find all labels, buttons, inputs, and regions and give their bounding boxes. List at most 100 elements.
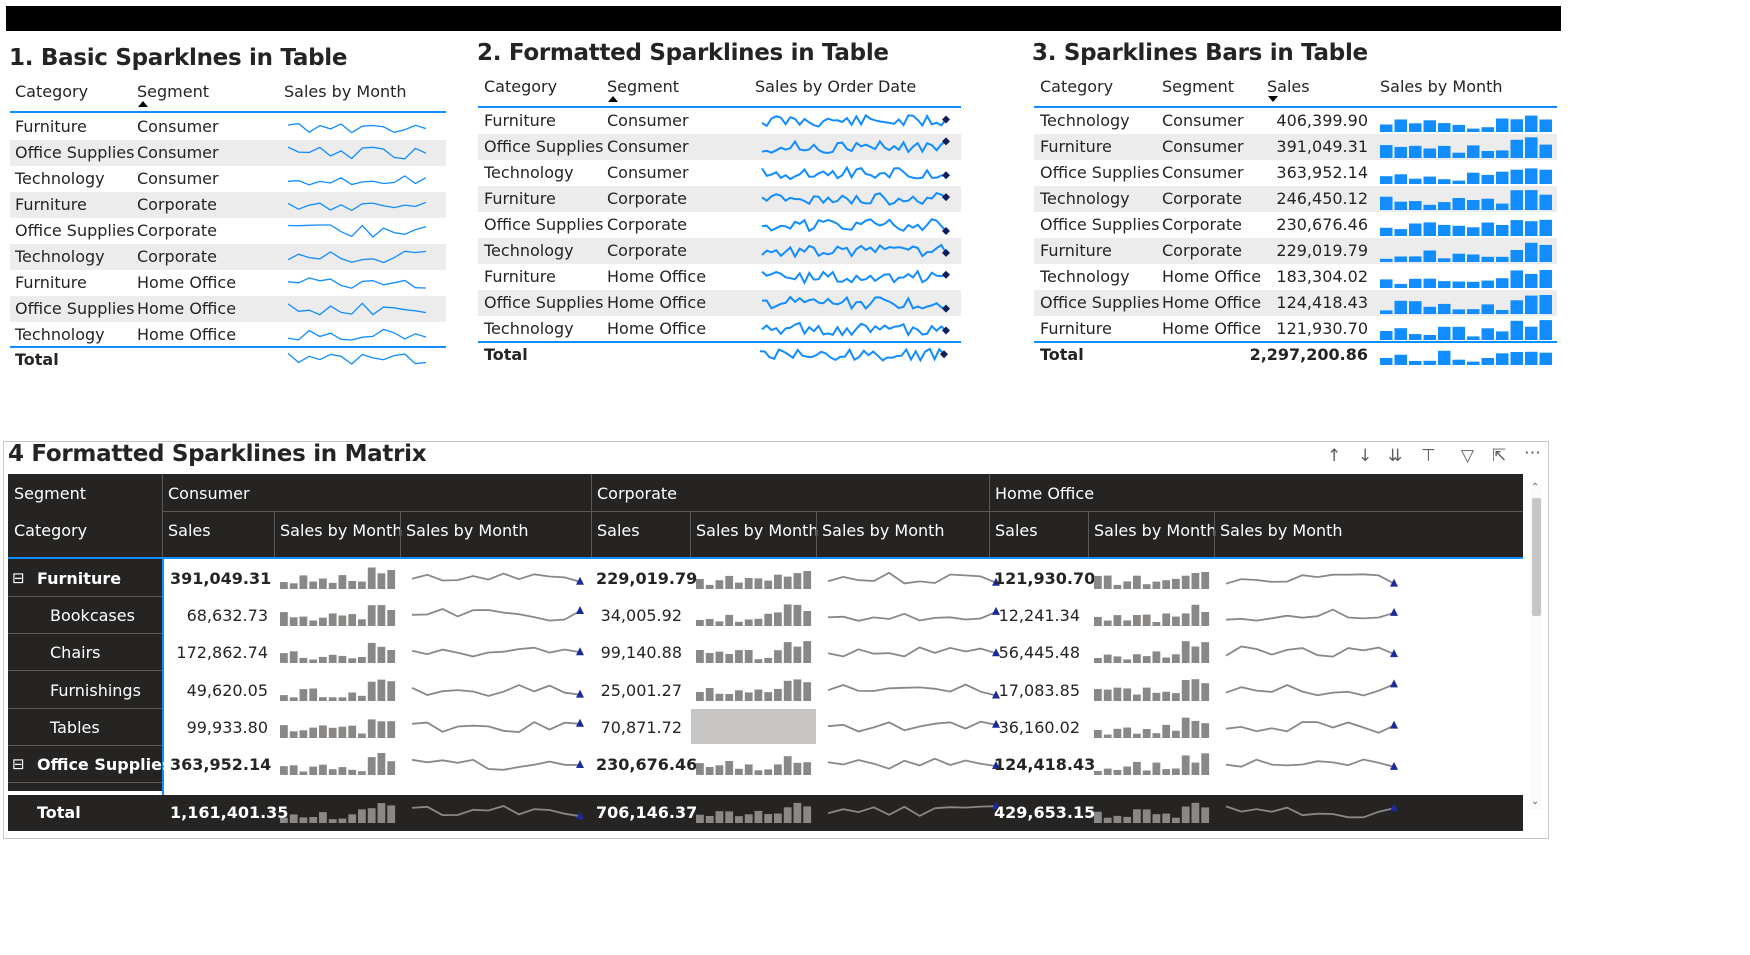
- total-divider: [1034, 341, 1557, 343]
- col-header-sales-by-month[interactable]: Sales by Month: [406, 521, 529, 540]
- sparkline-bar: [715, 651, 724, 664]
- scrollbar-thumb[interactable]: [1532, 498, 1541, 616]
- sparkline-path: [411, 572, 581, 583]
- sparkline-bar: [1496, 310, 1509, 314]
- sparkline-bar: [1510, 300, 1523, 314]
- sparkline: [761, 269, 950, 286]
- sparkline-path: [287, 250, 427, 264]
- col-header-sales[interactable]: Sales: [597, 521, 640, 540]
- sparkline-bar: [783, 604, 792, 627]
- sparkline-bars: [280, 719, 396, 738]
- sparkline-bar: [764, 580, 773, 589]
- col-header-sales[interactable]: Sales: [995, 521, 1038, 540]
- column-header-sales-by-order-date[interactable]: Sales by Order Date: [755, 77, 917, 96]
- total-sparkline: [827, 801, 1000, 817]
- sparkline-bars: [1094, 604, 1210, 627]
- col-header-sales-by-month[interactable]: Sales by Month: [280, 521, 403, 540]
- col-header-sales-by-month[interactable]: Sales by Month: [1220, 521, 1343, 540]
- sparkline-bar: [367, 808, 376, 823]
- sparkline-bar: [1162, 813, 1171, 823]
- collapse-icon[interactable]: ⊟: [12, 569, 25, 587]
- sparkline-bar: [1094, 688, 1102, 701]
- column-header-segment[interactable]: Segment: [137, 82, 209, 101]
- arrow-down-icon[interactable]: ↓: [1358, 446, 1373, 466]
- sparkline-bar: [783, 576, 792, 589]
- expand-hierarchy-icon[interactable]: ⊤: [1421, 446, 1436, 466]
- more-options-icon[interactable]: ⋯: [1524, 443, 1541, 463]
- arrow-up-icon[interactable]: ↑: [1327, 446, 1342, 466]
- sparkline-bar: [1394, 174, 1407, 184]
- column-header-sales[interactable]: Sales: [1267, 77, 1310, 96]
- sparkline-bar: [1525, 137, 1538, 158]
- sparkline-bar: [309, 817, 318, 823]
- column-header-segment[interactable]: Segment: [607, 77, 679, 96]
- focus-mode-icon[interactable]: ⇱: [1492, 446, 1507, 466]
- scroll-up-icon[interactable]: ⌃: [1531, 482, 1540, 493]
- sparkline-bar: [1394, 283, 1407, 288]
- sparkline-bar: [1162, 691, 1171, 701]
- cell-segment: Consumer: [137, 143, 219, 162]
- sparkline-bar: [1438, 224, 1451, 236]
- sparkline-bar: [1152, 581, 1161, 589]
- col-header-sales-by-month[interactable]: Sales by Month: [696, 521, 819, 540]
- sparkline-bar: [319, 657, 327, 664]
- column-separator: [690, 512, 691, 558]
- filter-icon[interactable]: ▽: [1461, 446, 1475, 466]
- segment-header-corporate[interactable]: Corporate: [597, 484, 677, 503]
- column-header-sales-by-month[interactable]: Sales by Month: [1380, 77, 1503, 96]
- sparkline-bar: [1438, 326, 1451, 340]
- sparkline-bar: [280, 766, 288, 775]
- sparkline-bar: [1481, 280, 1494, 288]
- column-header-category[interactable]: Category: [484, 77, 558, 96]
- sparkline-bar: [1409, 201, 1422, 210]
- segment-header-home-office[interactable]: Home Office: [995, 484, 1095, 503]
- cell-sales: 12,241.34: [998, 606, 1080, 626]
- sparkline-bar: [319, 617, 327, 627]
- scroll-down-icon[interactable]: ⌄: [1531, 796, 1540, 807]
- sparkline-bar: [338, 656, 347, 664]
- column-header-category[interactable]: Category: [1040, 77, 1114, 96]
- sparkline-bar: [1423, 120, 1436, 132]
- column-separator: [989, 474, 990, 558]
- double-arrow-down-icon[interactable]: ⇊: [1388, 446, 1403, 466]
- sparkline-bar: [309, 659, 318, 664]
- cell-segment: Home Office: [1162, 293, 1262, 312]
- sparkline-bar: [735, 689, 743, 701]
- column-header-sales-by-month[interactable]: Sales by Month: [284, 82, 407, 101]
- column-header-category[interactable]: Category: [15, 82, 89, 101]
- sparkline-bars: [1094, 678, 1210, 701]
- sparkline-bar: [338, 575, 347, 589]
- col-header-sales-by-month[interactable]: Sales by Month: [822, 521, 945, 540]
- segment-header-consumer[interactable]: Consumer: [168, 484, 250, 503]
- sparkline-path: [411, 647, 581, 658]
- sparkline: [827, 683, 1000, 699]
- col-header-sales-by-month[interactable]: Sales by Month: [1094, 521, 1217, 540]
- sparkline-bar: [319, 725, 327, 738]
- sparkline-bar: [1510, 169, 1523, 184]
- sparkline-bar: [1191, 573, 1200, 589]
- sparkline-bar: [367, 757, 376, 775]
- visual-selection-frame: [3, 441, 1549, 839]
- sparkline-bar: [1142, 614, 1151, 627]
- header-divider: [1034, 106, 1557, 108]
- total-divider: [478, 341, 961, 343]
- sparkline-bar: [783, 680, 792, 701]
- sparkline: [1225, 573, 1398, 587]
- sparkline-bar: [1481, 256, 1494, 262]
- sparkline-bar: [1452, 180, 1465, 184]
- sparkline-bar: [328, 582, 337, 589]
- sparkline-bar: [1452, 225, 1465, 236]
- sparkline-bar: [774, 764, 782, 775]
- col-header-sales[interactable]: Sales: [168, 521, 211, 540]
- sparkline-bar: [1201, 612, 1210, 627]
- sparkline-bar: [280, 582, 288, 589]
- sparkline-bar: [1191, 604, 1200, 627]
- sparkline-path: [827, 683, 997, 696]
- sparkline-bar: [1380, 124, 1393, 132]
- sparkline-path: [761, 191, 947, 206]
- sparkline-end-marker: [942, 115, 950, 124]
- row-header-segment: Segment: [14, 484, 86, 503]
- collapse-icon[interactable]: ⊟: [12, 755, 25, 773]
- column-header-segment[interactable]: Segment: [1162, 77, 1234, 96]
- sparkline-bar: [348, 692, 357, 701]
